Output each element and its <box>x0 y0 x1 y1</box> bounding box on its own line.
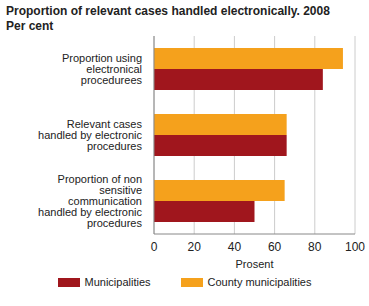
svg-text:80: 80 <box>308 240 322 254</box>
svg-text:Proportion usingelectronicalpr: Proportion usingelectronicalprocedurees <box>62 52 143 86</box>
html-text:County municipalities: County municipalities <box>207 276 312 288</box>
svg-text:100: 100 <box>345 240 361 254</box>
svg-text:60: 60 <box>268 240 282 254</box>
svg-text:0: 0 <box>151 240 158 254</box>
svg-text:40: 40 <box>228 240 242 254</box>
svg-text:Relevant caseshandled by elect: Relevant caseshandled by electronicproce… <box>38 118 142 152</box>
html-text:Per cent: Per cent <box>6 19 54 33</box>
svg-text:20: 20 <box>188 240 202 254</box>
svg-text:Prosent: Prosent <box>236 258 274 270</box>
html-text:Municipalities: Municipalities <box>84 276 151 288</box>
html-text:Proportion of relevant cases h: Proportion of relevant cases handled ele… <box>6 4 330 18</box>
svg-text:Proportion of nonsensitivecomm: Proportion of nonsensitivecommunicationh… <box>38 173 142 229</box>
